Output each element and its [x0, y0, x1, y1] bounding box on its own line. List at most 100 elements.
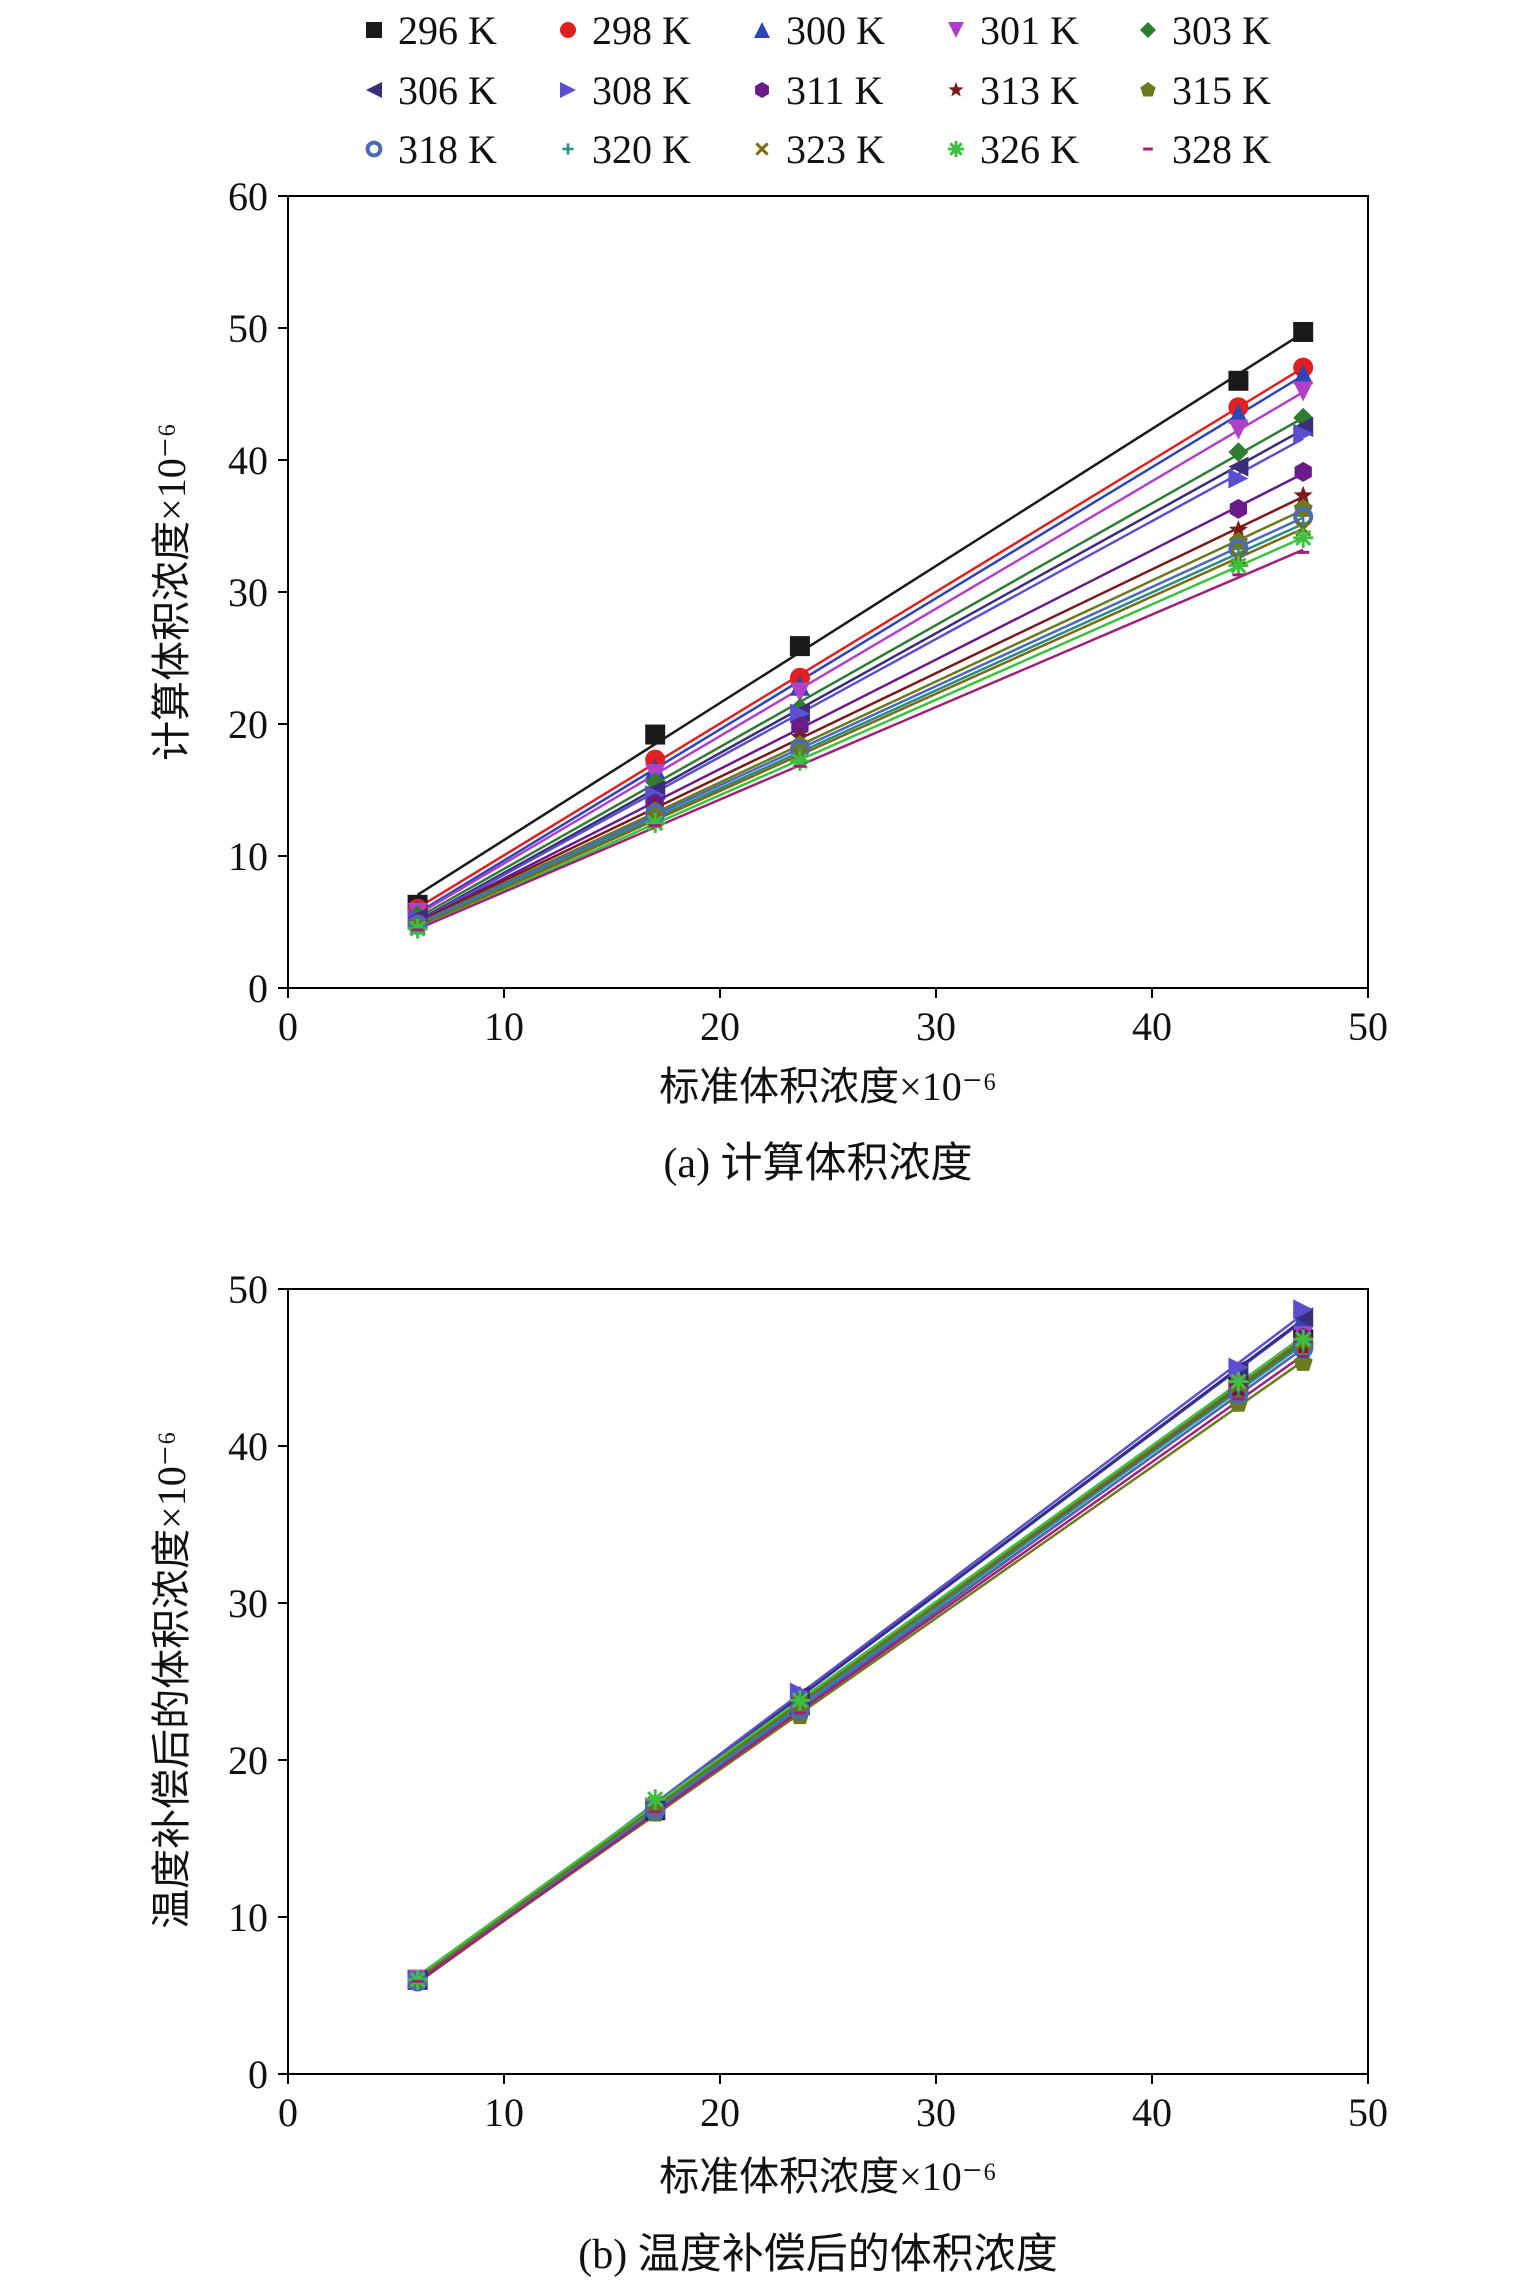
- point-b-326K: [645, 1789, 666, 1810]
- legend-item: 318 K: [365, 127, 497, 172]
- trendline-a-306K: [416, 428, 1304, 922]
- chart-a: 0 10 20 30 40 50 0 10 20 30 40 50 60 标准体积浓度×10⁻⁶ 计算体…: [149, 174, 1388, 1187]
- legend: 296 K 298 K 300 K 301 K 303 K 306 K 308 K 311 K…: [365, 8, 1271, 172]
- trendline-b-323K: [416, 1339, 1304, 1980]
- trendline-a-298K: [416, 366, 1304, 910]
- point-a-308K: [1293, 423, 1314, 444]
- x-tick-label-b: 0: [278, 2090, 298, 2135]
- point-a-301K: [1228, 419, 1249, 440]
- legend-label: 315 K: [1172, 68, 1271, 113]
- point-a-311K: [791, 716, 809, 737]
- x-tick-label-b: 30: [916, 2090, 956, 2135]
- trendline-b-328K: [416, 1354, 1304, 1983]
- trendline-a-303K: [416, 416, 1304, 919]
- point-b-326K: [407, 1969, 428, 1990]
- legend-item: 303 K: [1140, 8, 1271, 53]
- legend-label: 318 K: [398, 127, 497, 172]
- point-a-296K: [645, 724, 666, 745]
- y-tick-label-b: 20: [228, 1738, 268, 1783]
- y-tick-label-a: 10: [228, 834, 268, 879]
- legend-label: 296 K: [398, 8, 497, 53]
- point-a-326K: [1228, 555, 1249, 576]
- trendline-a-300K: [416, 374, 1304, 914]
- chart-b: 0 10 20 30 40 50 0 10 20 30 40 50 标准体积浓度×10⁻⁶ 温度补偿后…: [149, 1267, 1388, 2278]
- y-tick-label-a: 50: [228, 306, 268, 351]
- trendline-a-328K: [417, 548, 1304, 931]
- legend-item: 296 K: [366, 8, 497, 53]
- point-b-308K: [1228, 1357, 1249, 1378]
- legend-marker: [948, 22, 964, 38]
- legend-marker: [1140, 22, 1156, 38]
- trendline-a-296K: [416, 331, 1304, 896]
- y-tick-label-b: 30: [228, 1581, 268, 1626]
- legend-label: 320 K: [592, 127, 691, 172]
- legend-item: 306 K: [366, 68, 497, 113]
- point-a-296K: [1228, 370, 1249, 391]
- x-tick-label-b: 20: [700, 2090, 740, 2135]
- point-a-311K: [1294, 461, 1312, 482]
- x-tick-label-a: 10: [484, 1004, 524, 1049]
- legend-marker: [560, 82, 576, 98]
- y-tick-label-a: 20: [228, 702, 268, 747]
- legend-marker: [560, 22, 576, 38]
- legend-item: 308 K: [560, 68, 691, 113]
- trendline-b-326K: [416, 1335, 1304, 1978]
- trendline-a-308K: [417, 437, 1304, 924]
- legend-marker: [948, 141, 964, 157]
- trendline-a-326K: [417, 536, 1304, 930]
- point-a-300K: [1293, 364, 1314, 385]
- point-a-326K: [645, 813, 666, 833]
- trendline-a-301K: [416, 391, 1304, 916]
- caption-b: (b) 温度补偿后的体积浓度: [578, 2232, 1057, 2278]
- trendline-a-320K: [417, 522, 1304, 927]
- legend-label: 323 K: [786, 127, 885, 172]
- x-tick-label-b: 50: [1348, 2090, 1388, 2135]
- legend-item: 328 K: [1143, 127, 1271, 172]
- legend-label: 300 K: [786, 8, 885, 53]
- y-axis-title-b: 温度补偿后的体积浓度×10⁻⁶: [149, 1431, 194, 1929]
- legend-marker: [562, 143, 574, 155]
- legend-item: 301 K: [948, 8, 1079, 53]
- y-tick-label-b: 10: [228, 1895, 268, 1940]
- point-b-326K: [1228, 1371, 1249, 1392]
- x-axis-title-b: 标准体积浓度×10⁻⁶: [659, 2154, 997, 2199]
- ticks-a: 0 10 20 30 40 50 0 10 20 30 40 50 60: [228, 174, 1388, 1049]
- point-a-296K: [789, 636, 810, 657]
- ticks-b: 0 10 20 30 40 50 0 10 20 30 40 50: [228, 1267, 1388, 2135]
- point-b-315K: [790, 1706, 810, 1725]
- point-b-308K: [1293, 1299, 1314, 1320]
- y-tick-label-b: 50: [228, 1267, 268, 1312]
- y-tick-label-b: 0: [248, 2052, 268, 2097]
- point-a-313K: [1293, 485, 1313, 504]
- legend-item: 320 K: [562, 127, 691, 172]
- y-tick-label-a: 60: [228, 174, 268, 219]
- legend-label: 298 K: [592, 8, 691, 53]
- plot-frame-b: [287, 1288, 1369, 2075]
- x-tick-label-a: 40: [1132, 1004, 1172, 1049]
- legend-label: 301 K: [980, 8, 1079, 53]
- legend-item: 326 K: [948, 127, 1079, 172]
- legend-marker: [754, 22, 770, 38]
- point-a-313K: [1228, 519, 1248, 539]
- x-tick-label-b: 40: [1132, 2090, 1172, 2135]
- point-a-296K: [1293, 321, 1314, 342]
- point-b-326K: [789, 1690, 810, 1711]
- y-tick-label-b: 40: [228, 1424, 268, 1469]
- x-tick-label-a: 0: [278, 1004, 298, 1049]
- legend-item: 315 K: [1140, 68, 1271, 113]
- point-a-311K: [1229, 498, 1248, 519]
- legend-label: 306 K: [398, 68, 497, 113]
- legend-item: 323 K: [755, 127, 885, 172]
- point-a-315K: [790, 735, 810, 754]
- legend-marker: [1140, 82, 1156, 97]
- legend-label: 328 K: [1172, 127, 1271, 172]
- series-a: [407, 321, 1314, 939]
- point-a-326K: [789, 750, 810, 771]
- point-a-308K: [789, 703, 810, 724]
- y-tick-label-a: 40: [228, 438, 268, 483]
- trendline-a-311K: [417, 472, 1304, 924]
- y-tick-label-a: 30: [228, 570, 268, 615]
- legend-marker: [755, 82, 769, 98]
- legend-marker: [755, 142, 769, 156]
- legend-marker: [948, 82, 964, 97]
